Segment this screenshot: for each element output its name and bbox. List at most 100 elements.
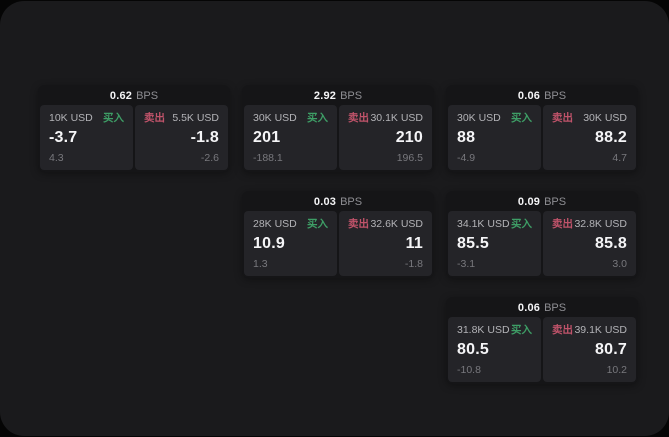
buy-price: 85.5 [457,235,489,252]
bps-value: 0.09 [517,195,541,208]
buy-amount: 34.1K USD [457,218,510,230]
sell-delta: 196.5 [396,152,423,164]
sell-tile-top: 卖出 5.5K USD [144,112,219,124]
buy-tile[interactable]: 28K USD 买入 10.9 1.3 [244,211,337,276]
sell-price: 85.8 [595,235,627,252]
buy-side-label: 买入 [103,112,124,124]
buy-tile-top: 31.8K USD 买入 [457,324,532,336]
sell-side-label: 卖出 [348,218,369,230]
sell-amount: 30K USD [583,112,627,124]
bps-value: 0.06 [517,301,541,314]
buy-amount: 31.8K USD [457,324,510,336]
sell-price: 88.2 [595,129,627,146]
sell-amount: 32.8K USD [574,218,627,230]
buy-price: 201 [253,129,281,146]
buy-price: 88 [457,129,476,146]
buy-tile[interactable]: 34.1K USD 买入 85.5 -3.1 [448,211,541,276]
buy-tile[interactable]: 30K USD 买入 88 -4.9 [448,105,541,170]
buy-tile-top: 34.1K USD 买入 [457,218,532,230]
bps-unit-label: BPS [544,195,567,208]
sell-tile[interactable]: 卖出 32.6K USD 11 -1.8 [339,211,432,276]
cards-grid: 0.62 BPS 10K USD 买入 -3.7 4.3 卖出 5.5K USD… [38,85,638,384]
buy-side-label: 买入 [307,112,328,124]
tiles-row: 30K USD 买入 88 -4.9 卖出 30K USD 88.2 4.7 [446,104,638,172]
tiles-row: 28K USD 买入 10.9 1.3 卖出 32.6K USD 11 -1.8 [242,210,434,278]
sell-delta: 4.7 [612,152,627,164]
bps-value: 2.92 [313,89,337,102]
sell-delta: -2.6 [200,152,219,164]
buy-price: -3.7 [49,129,78,146]
quote-card: 2.92 BPS 30K USD 买入 201 -188.1 卖出 30.1K … [242,85,434,172]
buy-price: 80.5 [457,341,489,358]
sell-side-label: 卖出 [552,324,573,336]
bps-unit-label: BPS [544,89,567,102]
card-header: 2.92 BPS [242,85,434,104]
card-header: 0.09 BPS [446,191,638,210]
quote-card: 0.06 BPS 31.8K USD 买入 80.5 -10.8 卖出 39.1… [446,297,638,384]
tiles-row: 31.8K USD 买入 80.5 -10.8 卖出 39.1K USD 80.… [446,316,638,384]
sell-amount: 39.1K USD [574,324,627,336]
sell-price: 210 [395,129,423,146]
quote-card: 0.09 BPS 34.1K USD 买入 85.5 -3.1 卖出 32.8K… [446,191,638,278]
sell-side-label: 卖出 [144,112,165,124]
sell-delta: 10.2 [606,364,627,376]
bps-unit-label: BPS [544,301,567,314]
sell-side-label: 卖出 [552,112,573,124]
tiles-row: 10K USD 买入 -3.7 4.3 卖出 5.5K USD -1.8 -2.… [38,104,230,172]
buy-delta: 4.3 [49,152,64,164]
buy-delta: -10.8 [457,364,481,376]
tiles-row: 34.1K USD 买入 85.5 -3.1 卖出 32.8K USD 85.8… [446,210,638,278]
sell-price: 11 [405,235,423,252]
quote-card: 0.06 BPS 30K USD 买入 88 -4.9 卖出 30K USD 8… [446,85,638,172]
card-header: 0.06 BPS [446,85,638,104]
sell-price: 80.7 [595,341,627,358]
sell-delta: 3.0 [612,258,627,270]
buy-delta: 1.3 [253,258,268,270]
bps-unit-label: BPS [340,195,363,208]
buy-tile-top: 28K USD 买入 [253,218,328,230]
buy-amount: 30K USD [253,112,297,124]
buy-delta: -3.1 [457,258,476,270]
sell-tile[interactable]: 卖出 30K USD 88.2 4.7 [543,105,636,170]
sell-tile-top: 卖出 32.6K USD [348,218,423,230]
sell-side-label: 卖出 [348,112,369,124]
sell-tile-top: 卖出 30.1K USD [348,112,423,124]
quote-card: 0.03 BPS 28K USD 买入 10.9 1.3 卖出 32.6K US… [242,191,434,278]
buy-delta: -188.1 [253,152,283,164]
buy-delta: -4.9 [457,152,476,164]
sell-side-label: 卖出 [552,218,573,230]
buy-amount: 28K USD [253,218,297,230]
sell-amount: 30.1K USD [370,112,423,124]
buy-tile[interactable]: 30K USD 买入 201 -188.1 [244,105,337,170]
sell-tile[interactable]: 卖出 39.1K USD 80.7 10.2 [543,317,636,382]
buy-side-label: 买入 [307,218,328,230]
bps-value: 0.06 [517,89,541,102]
buy-tile[interactable]: 10K USD 买入 -3.7 4.3 [40,105,133,170]
sell-tile[interactable]: 卖出 5.5K USD -1.8 -2.6 [135,105,228,170]
tiles-row: 30K USD 买入 201 -188.1 卖出 30.1K USD 210 1… [242,104,434,172]
card-header: 0.62 BPS [38,85,230,104]
sell-price: -1.8 [190,129,219,146]
bps-unit-label: BPS [136,89,159,102]
buy-side-label: 买入 [511,218,532,230]
sell-tile-top: 卖出 39.1K USD [552,324,627,336]
sell-tile-top: 卖出 32.8K USD [552,218,627,230]
sell-delta: -1.8 [404,258,423,270]
sell-amount: 5.5K USD [172,112,219,124]
buy-tile-top: 30K USD 买入 [457,112,532,124]
sell-tile[interactable]: 卖出 30.1K USD 210 196.5 [339,105,432,170]
bps-unit-label: BPS [340,89,363,102]
buy-side-label: 买入 [511,324,532,336]
buy-price: 10.9 [253,235,285,252]
buy-side-label: 买入 [511,112,532,124]
buy-tile-top: 30K USD 买入 [253,112,328,124]
sell-tile[interactable]: 卖出 32.8K USD 85.8 3.0 [543,211,636,276]
quote-card: 0.62 BPS 10K USD 买入 -3.7 4.3 卖出 5.5K USD… [38,85,230,172]
bps-value: 0.03 [313,195,337,208]
bps-value: 0.62 [109,89,133,102]
buy-tile[interactable]: 31.8K USD 买入 80.5 -10.8 [448,317,541,382]
card-header: 0.03 BPS [242,191,434,210]
card-header: 0.06 BPS [446,297,638,316]
buy-amount: 10K USD [49,112,93,124]
